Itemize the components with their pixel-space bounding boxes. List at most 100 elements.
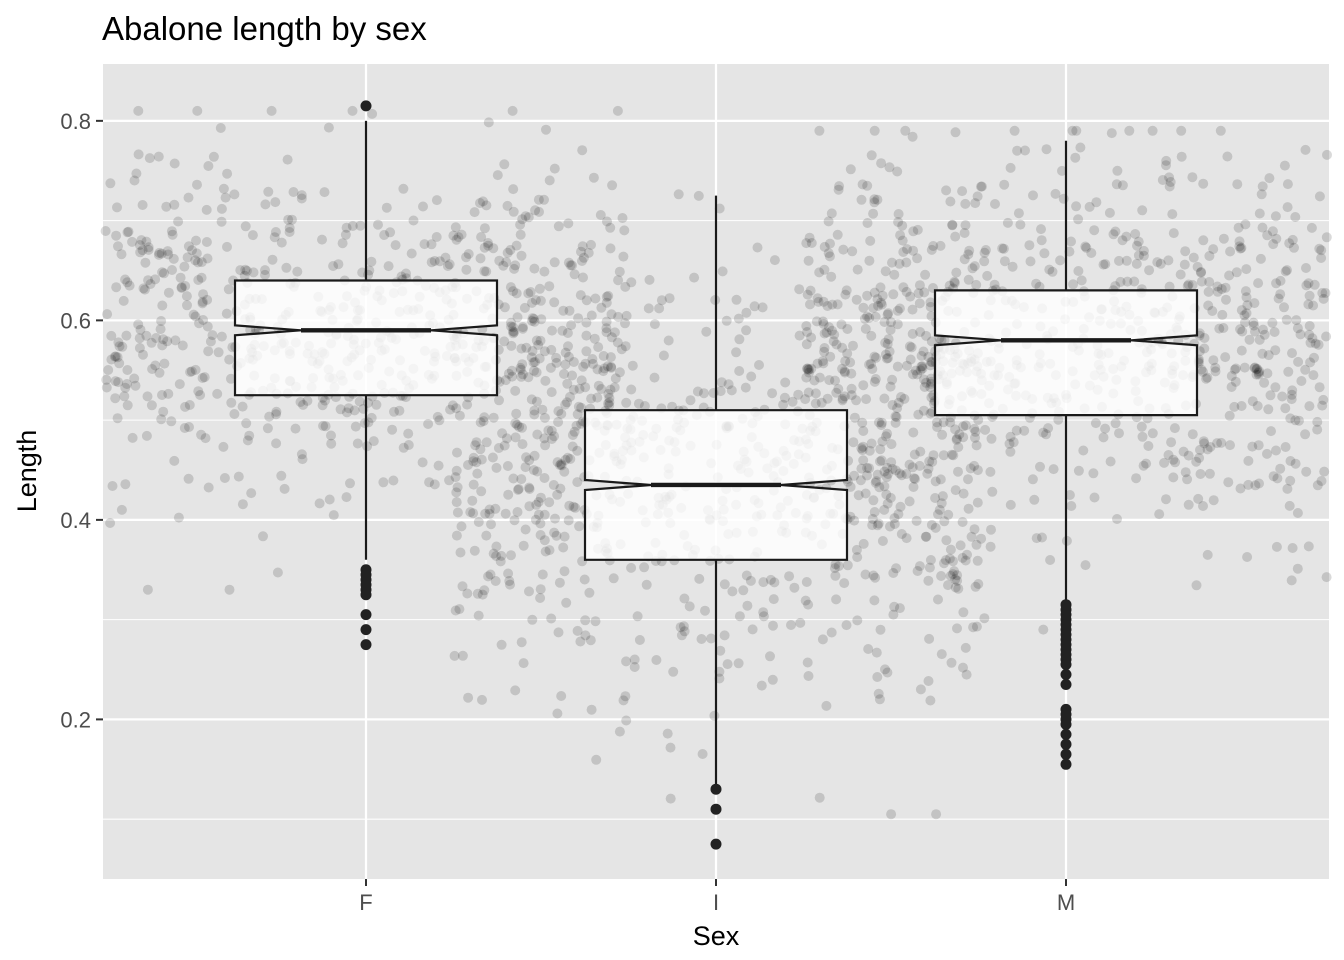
- jitter-point: [140, 257, 151, 268]
- jitter-point: [860, 488, 871, 499]
- outlier-point: [1060, 718, 1072, 730]
- jitter-point: [1183, 450, 1194, 461]
- jitter-point: [839, 391, 850, 402]
- jitter-point: [960, 220, 971, 231]
- jitter-point: [133, 149, 144, 160]
- jitter-point: [606, 309, 617, 320]
- jitter-point: [1235, 243, 1246, 254]
- jitter-point: [387, 424, 398, 435]
- jitter-point: [549, 527, 560, 538]
- jitter-point: [882, 309, 893, 320]
- jitter-point: [526, 352, 537, 363]
- jitter-point: [561, 597, 572, 608]
- jitter-point: [949, 276, 960, 287]
- jitter-point: [451, 497, 462, 508]
- jitter-point: [1205, 442, 1216, 452]
- jitter-point: [959, 228, 970, 238]
- jitter-point: [524, 501, 535, 512]
- jitter-point: [810, 398, 821, 409]
- jitter-point: [1044, 264, 1055, 275]
- jitter-point: [481, 200, 492, 211]
- jitter-point: [920, 269, 931, 280]
- jitter-point: [1225, 246, 1236, 257]
- jitter-point: [1078, 445, 1089, 456]
- jitter-point: [272, 567, 283, 578]
- jitter-point: [1204, 277, 1215, 287]
- jitter-point: [822, 301, 833, 311]
- jitter-point: [476, 486, 487, 497]
- jitter-point: [497, 428, 508, 439]
- jitter-point: [619, 225, 630, 236]
- jitter-point: [110, 376, 121, 387]
- jitter-point: [1310, 338, 1321, 349]
- jitter-point: [531, 335, 542, 346]
- jitter-point: [119, 391, 130, 402]
- jitter-point: [282, 154, 293, 165]
- jitter-point: [133, 105, 144, 116]
- jitter-point: [765, 574, 776, 585]
- jitter-point: [558, 542, 569, 553]
- jitter-point: [947, 569, 958, 580]
- jitter-point: [881, 472, 892, 483]
- jitter-point: [584, 587, 595, 598]
- jitter-point: [888, 289, 899, 300]
- outlier-point: [710, 783, 722, 795]
- jitter-point: [592, 392, 603, 403]
- jitter-point: [1285, 413, 1296, 424]
- jitter-point: [927, 456, 938, 467]
- jitter-point: [347, 105, 358, 116]
- jitter-point: [893, 217, 904, 227]
- jitter-point: [879, 481, 890, 492]
- jitter-point: [950, 231, 961, 242]
- jitter-point: [1317, 400, 1328, 411]
- jitter-point: [276, 470, 287, 481]
- jitter-point: [394, 405, 405, 416]
- jitter-point: [1251, 369, 1262, 380]
- jitter-point: [486, 519, 496, 530]
- jitter-point: [834, 181, 845, 192]
- jitter-point: [767, 674, 778, 685]
- jitter-point: [266, 105, 277, 116]
- jitter-point: [373, 219, 383, 230]
- jitter-point: [876, 420, 887, 431]
- outlier-point: [1060, 659, 1072, 670]
- jitter-point: [869, 507, 880, 517]
- jitter-point: [566, 320, 577, 331]
- jitter-point: [923, 575, 934, 586]
- jitter-point: [1020, 145, 1030, 156]
- jitter-point: [1267, 317, 1278, 328]
- jitter-point: [960, 198, 971, 209]
- jitter-point: [118, 295, 129, 306]
- jitter-point: [1089, 225, 1100, 236]
- jitter-point: [621, 397, 632, 408]
- jitter-point: [222, 168, 233, 179]
- jitter-point: [870, 311, 881, 322]
- jitter-point: [1239, 310, 1250, 321]
- jitter-point: [849, 412, 860, 423]
- jitter-point: [475, 444, 486, 455]
- jitter-point: [506, 317, 516, 328]
- jitter-point: [479, 585, 490, 596]
- jitter-point: [897, 235, 908, 246]
- jitter-point: [697, 749, 708, 759]
- jitter-point: [765, 651, 775, 662]
- jitter-point: [535, 335, 546, 346]
- jitter-point: [912, 253, 923, 264]
- jitter-point: [603, 389, 614, 399]
- jitter-point: [1316, 245, 1327, 256]
- jitter-point: [602, 216, 612, 227]
- jitter-point: [1236, 345, 1247, 356]
- jitter-point: [581, 346, 592, 357]
- jitter-point: [102, 309, 113, 320]
- jitter-point: [876, 299, 887, 310]
- jitter-point: [767, 388, 778, 399]
- jitter-point: [786, 620, 796, 630]
- jitter-point: [472, 468, 483, 479]
- jitter-point: [857, 417, 868, 428]
- jitter-point: [814, 372, 825, 383]
- jitter-point: [839, 367, 850, 378]
- jitter-point: [980, 424, 991, 435]
- jitter-point: [290, 423, 301, 434]
- jitter-point: [906, 342, 917, 353]
